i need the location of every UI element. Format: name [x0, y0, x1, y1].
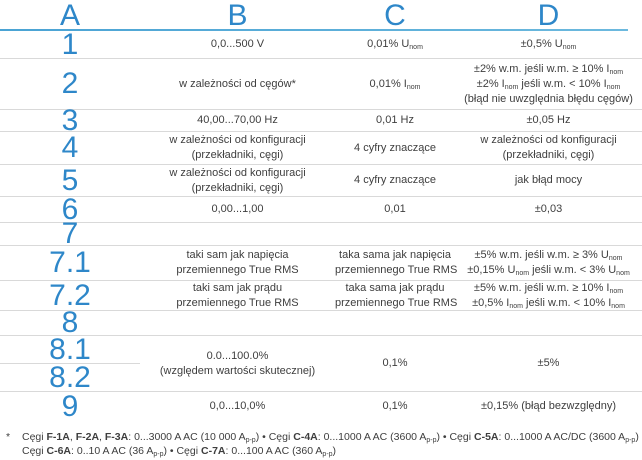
row-number-cell: 7.2: [0, 278, 140, 312]
row-number-cell: 8.1 8.2: [0, 332, 140, 394]
cell-c: 0,01 Hz: [376, 114, 414, 126]
table-row: 7.2 taki sam jak prądu przemiennego True …: [0, 278, 642, 312]
cell-b: taki sam jak prądu przemiennego True RMS: [176, 281, 299, 309]
cell-c: 0,01% Inom: [369, 77, 421, 91]
row-number: 6: [61, 192, 79, 226]
row-number-cell: 1: [0, 27, 140, 61]
cell-c: [335, 223, 455, 245]
cell-b: 0,0...500 V: [210, 38, 265, 50]
row-number-cell: 5: [0, 165, 140, 196]
row-number: 8.2: [49, 360, 91, 394]
cell-c: 4 cyfry znaczące: [354, 174, 436, 186]
footnote-text: Cęgi F-1A, F-2A, F-3A: 0...3000 A AC (10…: [22, 431, 642, 458]
cell-d: jak błąd mocy: [514, 174, 583, 186]
table-row: 2 w zależności od cęgów* 0,01% Inom ±2% …: [0, 59, 642, 110]
row-number: 3: [61, 103, 79, 137]
cell-b: w zależności od konfiguracji (przekładnik…: [169, 166, 306, 194]
row-number-cell: 3: [0, 103, 140, 137]
cell-d: ±5%: [537, 357, 560, 369]
row-number-cell: 7.1: [0, 246, 140, 280]
cell-d: ±0,05 Hz: [526, 114, 571, 126]
cell-c: 4 cyfry znaczące: [354, 141, 436, 154]
row-number: 4: [61, 131, 79, 164]
subrow-divider: [0, 363, 140, 364]
table-row: 6 0,00...1,00 0,01 ±0,03: [0, 192, 642, 226]
table-row: 9 0,0...10,0% 0,1% ±0,15% (błąd bezwzglę…: [0, 389, 642, 423]
cell-b: [140, 311, 335, 335]
cell-d: ±0,15% (błąd bezwzględny): [480, 400, 617, 412]
row-number: 8.1: [49, 332, 91, 366]
row-number: 7.1: [49, 246, 91, 279]
column-header-b: B: [227, 0, 248, 32]
cell-d: [455, 223, 642, 245]
cell-d: ±5% w.m. jeśli w.m. ≥ 3% Unom ±0,15% Unom…: [467, 249, 630, 277]
cell-c: 0,1%: [382, 400, 408, 412]
table-row: 7: [0, 217, 642, 250]
cell-b: w zależności od konfiguracji (przekładnik…: [169, 134, 306, 161]
cell-b: w zależności od cęgów*: [179, 77, 296, 90]
cell-d: w zależności od konfiguracji (przekładnik…: [480, 134, 617, 161]
table-row: 1 0,0...500 V 0,01% Unom ±0,5% Unom: [0, 27, 642, 61]
table-row: 7.1 taki sam jak napięcia przemiennego Tr…: [0, 246, 642, 281]
cell-c: [335, 311, 455, 335]
cell-b: 0,00...1,00: [211, 203, 264, 215]
row-number-cell: 9: [0, 389, 140, 423]
cell-c: 0,01% Unom: [367, 38, 423, 51]
row-number: 8: [61, 306, 79, 339]
row-number: 7: [61, 217, 79, 250]
cell-d: ±0,5% Unom: [520, 38, 577, 51]
row-number: 5: [61, 163, 79, 197]
table-header-row: A B C D: [0, 0, 642, 32]
table-row: 8: [0, 306, 642, 339]
row-number: 2: [61, 67, 79, 100]
footnote-marker: *: [6, 431, 11, 443]
header-divider: [0, 29, 628, 31]
column-header-d: D: [537, 0, 560, 32]
cell-b: 40,00...70,00 Hz: [197, 114, 278, 126]
footnote: * Cęgi F-1A, F-2A, F-3A: 0...3000 A AC (…: [0, 421, 642, 458]
cell-b: [140, 223, 335, 245]
cell-c: 0,01: [384, 203, 406, 215]
row-number: 7.2: [49, 278, 91, 312]
cell-d: ±0,03: [534, 203, 563, 215]
table-row: 3 40,00...70,00 Hz 0,01 Hz ±0,05 Hz: [0, 103, 642, 137]
cell-b: 0,0...10,0%: [209, 400, 266, 412]
cell-d: ±2% w.m. jeśli w.m. ≥ 10% Inom ±2% Inom j…: [464, 62, 633, 105]
row-number-cell: 7: [0, 217, 140, 250]
table-row: 4 w zależności od konfiguracji (przekładn…: [0, 132, 642, 165]
subrow-8-1: 8.1: [0, 332, 140, 366]
row-number: 9: [61, 389, 79, 423]
column-header-a: A: [59, 0, 80, 32]
table-row-merged: 8.1 8.2 0.0...100.0% (względem wartości s…: [0, 332, 642, 394]
cell-b: taki sam jak napięcia przemiennego True R…: [176, 249, 299, 276]
cell-d: ±5% w.m. jeśli w.m. ≥ 10% Inom ±0,5% Inom…: [472, 281, 625, 310]
table-row: 5 w zależności od konfiguracji (przekładn…: [0, 165, 642, 197]
cell-c: taka sama jak prądu przemiennego True RMS: [335, 281, 458, 309]
row-number: 1: [61, 27, 79, 61]
subrow-8-2: 8.2: [0, 360, 140, 394]
column-header-c: C: [384, 0, 406, 32]
cell-c: 0,1%: [382, 357, 408, 369]
row-number-cell: 4: [0, 132, 140, 164]
cell-c: taka sama jak napięcia przemiennego True …: [335, 249, 458, 276]
row-number-cell: 2: [0, 59, 140, 109]
cell-b: 0.0...100.0% (względem wartości skuteczne…: [159, 349, 316, 377]
cell-d: [455, 311, 642, 335]
row-number-cell: 8: [0, 306, 140, 339]
row-number-cell: 6: [0, 192, 140, 226]
